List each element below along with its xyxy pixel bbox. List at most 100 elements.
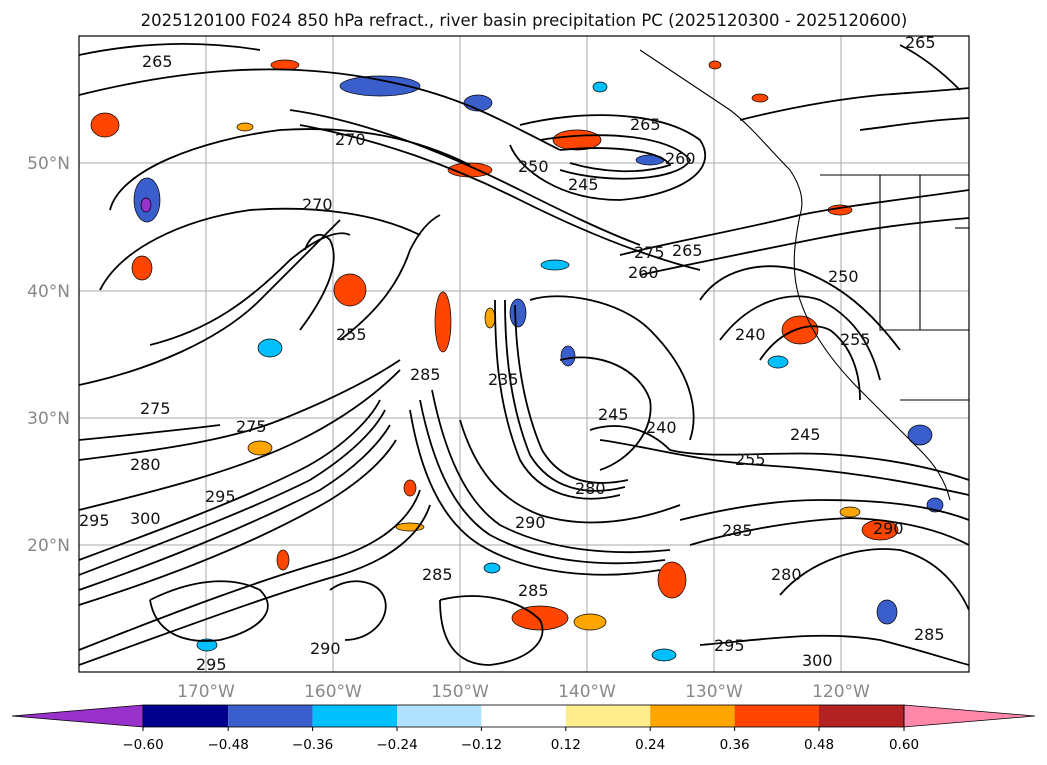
precip-blob [657, 561, 687, 599]
precip-blob [434, 291, 452, 353]
contour-line [494, 299, 621, 500]
colorbar-tick-label: −0.36 [292, 737, 333, 753]
contour-label: 235 [488, 370, 519, 389]
contour-line [149, 580, 269, 642]
contour-line [509, 114, 707, 201]
precip-blob [484, 307, 496, 329]
contour-line [589, 425, 969, 481]
contour-label: 260 [665, 149, 696, 168]
contour-label: 275 [236, 417, 267, 436]
colorbar-tick-label: −0.12 [461, 737, 502, 753]
precip-blob [463, 94, 493, 112]
colorbar-tick-label: 0.24 [635, 737, 665, 753]
contour-label: 250 [518, 157, 549, 176]
colorbar-frame [142, 704, 905, 728]
precip-blob [333, 273, 367, 307]
contour-label: 255 [840, 330, 871, 349]
latitude-labels: 50°N 40°N 30°N 20°N [27, 154, 70, 556]
contour-line [79, 409, 386, 576]
colorbar-tick-label: −0.24 [376, 737, 417, 753]
colorbar-tick-label: −0.48 [208, 737, 249, 753]
contour-label: 290 [310, 639, 341, 658]
contour-label: 275 [140, 399, 171, 418]
precip-anomaly-shading [90, 59, 944, 662]
contour-line [79, 439, 397, 606]
contour-line [299, 233, 335, 331]
precip-blob [592, 81, 608, 93]
precip-blob [781, 315, 819, 345]
contour-label: 260 [628, 263, 659, 282]
contour-label: 250 [828, 267, 859, 286]
colorbar-segment [565, 705, 651, 727]
contour-label: 280 [575, 479, 606, 498]
contour-line [699, 634, 969, 666]
contour-label: 265 [630, 115, 661, 134]
contour-line [859, 117, 969, 131]
contour-line [339, 214, 441, 341]
colorbar-tick-label: 0.48 [804, 737, 834, 753]
contour-line [559, 147, 672, 173]
north-america-coast [639, 49, 951, 501]
lat-label-30n: 30°N [27, 409, 70, 429]
contour-line [689, 517, 969, 546]
precip-blob [651, 648, 677, 662]
contour-label: 270 [335, 130, 366, 149]
contour-line [539, 134, 692, 180]
colorbar-segment [481, 705, 566, 727]
precip-blob [247, 440, 273, 456]
lon-label-160w: 160°W [304, 682, 362, 702]
colorbar: −0.60 −0.48 −0.36 −0.24 −0.12 0.12 0.24 … [11, 704, 1036, 753]
coastlines [639, 49, 969, 501]
precip-blob [767, 355, 789, 369]
contour-label: 265 [142, 52, 173, 71]
precip-blob [509, 298, 527, 328]
map-frame [78, 35, 970, 673]
precip-blob [140, 197, 152, 213]
longitude-labels: 170°W 160°W 150°W 140°W 130°W 120°W [177, 682, 870, 702]
contour-label: 285 [518, 581, 549, 600]
lon-label-140w: 140°W [558, 682, 616, 702]
contour-label: 300 [802, 651, 833, 670]
contour-line [79, 489, 421, 651]
precip-blob [751, 93, 769, 103]
contour-line [289, 109, 641, 246]
figure-title: 2025120100 F024 850 hPa refract., river … [141, 11, 908, 30]
contour-label: 300 [130, 509, 161, 528]
contour-labels: 265 265 270 265 250 260 245 270 275 260 … [79, 33, 945, 674]
contour-line [79, 359, 401, 461]
precip-blob [560, 345, 576, 367]
contour-line [329, 580, 387, 641]
precip-blob [196, 638, 218, 652]
precip-blob [839, 506, 861, 518]
contour-label: 265 [905, 33, 936, 52]
colorbar-segment [819, 705, 904, 727]
lat-label-40n: 40°N [27, 282, 70, 302]
contour-line [79, 424, 391, 591]
contour-line [79, 68, 561, 151]
contour-line [599, 439, 969, 496]
colorbar-tick-label: 0.60 [889, 737, 919, 753]
contour-label: 285 [410, 365, 441, 384]
colorbar-tick-label: 0.12 [551, 737, 581, 753]
state-border [879, 175, 969, 331]
precip-blob [236, 122, 254, 132]
contour-line [79, 42, 261, 56]
precip-blob [257, 338, 283, 358]
contour-line [779, 548, 969, 611]
colorbar-extend-min [11, 704, 144, 728]
contour-line [459, 419, 681, 524]
lon-label-130w: 130°W [685, 682, 743, 702]
contour-line [79, 399, 381, 561]
contour-label: 240 [735, 325, 766, 344]
contour-label: 255 [735, 450, 766, 469]
colorbar-segment [397, 705, 482, 727]
contour-line [899, 44, 961, 91]
precip-blob [276, 549, 290, 571]
lon-label-150w: 150°W [431, 682, 489, 702]
contour-line [99, 207, 421, 291]
lat-label-50n: 50°N [27, 154, 70, 174]
contour-label: 295 [714, 636, 745, 655]
lat-label-20n: 20°N [27, 536, 70, 556]
contour-line [514, 304, 629, 484]
